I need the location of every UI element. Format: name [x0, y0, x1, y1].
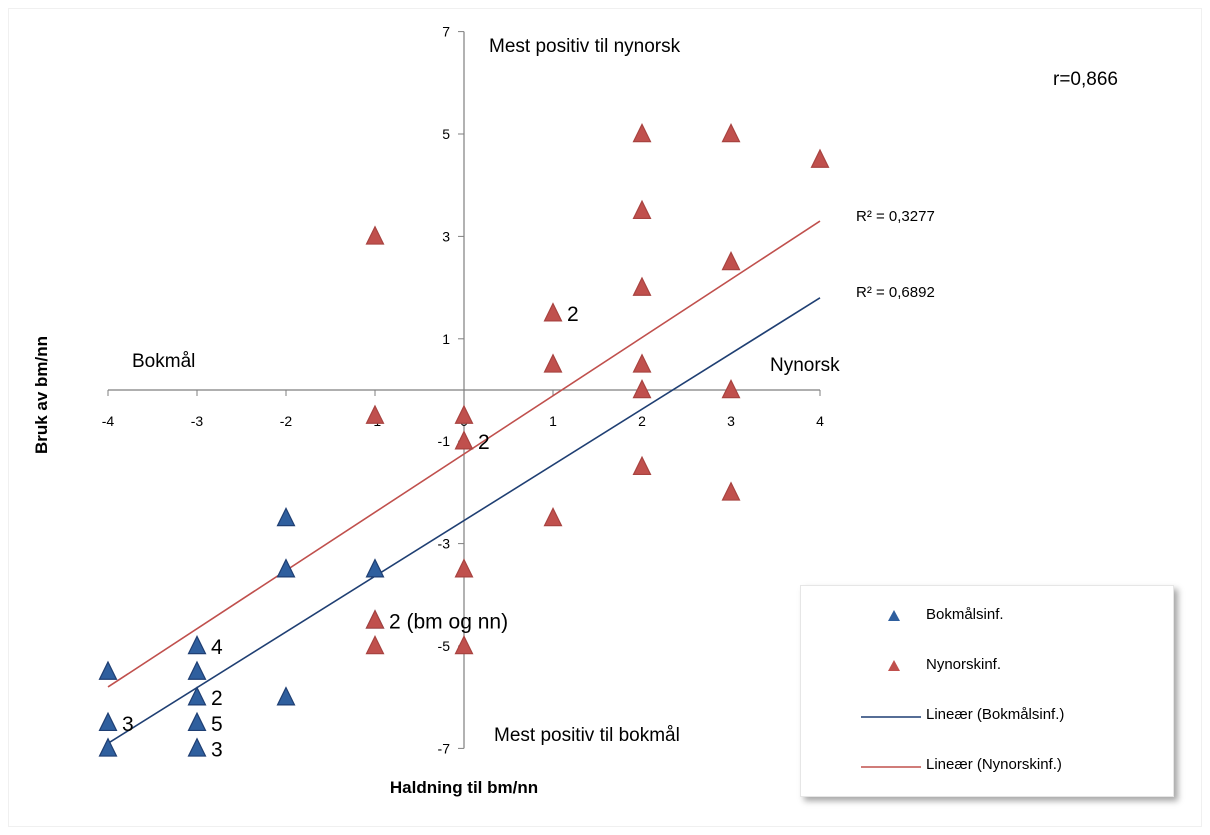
legend-label: Nynorskinf. — [926, 656, 1002, 673]
bokmal-point — [187, 686, 207, 706]
bokmal-point — [98, 737, 118, 757]
legend-item: Bokmålsinf. — [801, 596, 1173, 636]
trendline-nynorsk — [107, 220, 821, 688]
point-count-label: 2 — [567, 303, 579, 326]
nynorsk-point — [543, 302, 563, 322]
legend-line-marker — [861, 716, 921, 718]
bokmal-point — [187, 711, 207, 732]
bokmal-point — [98, 711, 118, 732]
bokmal-point — [365, 558, 385, 578]
nynorsk-point — [721, 481, 741, 501]
x-tick-label: 1 — [549, 413, 557, 429]
legend-label: Lineær (Bokmålsinf.) — [926, 706, 1065, 723]
x-tick-label: 3 — [727, 413, 735, 429]
nynorsk-point — [365, 609, 385, 629]
legend-triangle-marker — [888, 610, 900, 621]
nynorsk-point — [632, 455, 652, 476]
trendline-bokmal — [107, 297, 821, 744]
x-tick-label: 2 — [638, 413, 646, 429]
bokmal-point — [98, 660, 118, 680]
legend-item: Lineær (Bokmålsinf.) — [801, 696, 1173, 736]
legend-item: Lineær (Nynorskinf.) — [801, 746, 1173, 786]
legend-line-marker — [861, 766, 921, 768]
quadrant-label-bottom: Mest positiv til bokmål — [494, 725, 680, 746]
y-tick-label: -3 — [438, 536, 451, 552]
quadrant-label-top: Mest positiv til nynorsk — [489, 36, 681, 57]
nynorsk-point — [454, 634, 474, 655]
point-count-label: 2 — [478, 431, 490, 454]
x-tick-label: -3 — [191, 413, 204, 429]
x-axis-title: Haldning til bm/nn — [390, 778, 538, 797]
nynorsk-point — [365, 225, 385, 245]
nynorsk-point — [632, 353, 652, 373]
point-count-label: 3 — [122, 713, 134, 736]
correlation-label: r=0,866 — [1053, 69, 1118, 90]
nynorsk-point — [810, 148, 830, 168]
quadrant-label-right: Nynorsk — [770, 355, 840, 376]
y-tick-label: 3 — [442, 228, 450, 244]
nynorsk-point — [454, 430, 474, 450]
nynorsk-point — [365, 634, 385, 655]
nynorsk-point — [632, 276, 652, 296]
bokmal-point — [187, 660, 207, 680]
y-tick-label: -7 — [438, 740, 451, 756]
point-count-label: 2 — [211, 687, 223, 710]
point-count-label: 3 — [211, 738, 223, 761]
legend-triangle-marker — [888, 660, 900, 671]
y-tick-label: 5 — [442, 126, 450, 142]
legend-item: Nynorskinf. — [801, 646, 1173, 686]
bokmal-point — [276, 506, 296, 527]
legend-label: Lineær (Nynorskinf.) — [926, 756, 1062, 773]
y-tick-label: 7 — [442, 24, 450, 40]
x-tick-label: -4 — [102, 413, 115, 429]
nynorsk-point — [632, 122, 652, 143]
x-tick-label: 4 — [816, 413, 824, 429]
quadrant-label-left: Bokmål — [132, 351, 195, 372]
x-tick-label: -2 — [280, 413, 293, 429]
point-count-label: 4 — [211, 636, 223, 659]
bokmal-point — [187, 634, 207, 655]
r2-label-nynorsk: R² = 0,3277 — [856, 208, 935, 225]
nynorsk-point — [632, 199, 652, 220]
nynorsk-point — [721, 250, 741, 271]
nynorsk-point — [632, 378, 652, 399]
nynorsk-point — [454, 558, 474, 578]
y-axis-title: Bruk av bm/nn — [32, 336, 51, 454]
bokmal-point — [187, 737, 207, 757]
legend-label: Bokmålsinf. — [926, 606, 1004, 623]
r2-label-bokmal: R² = 0,6892 — [856, 284, 935, 301]
nynorsk-point — [543, 506, 563, 527]
legend-triangle — [888, 660, 900, 671]
legend-triangle — [888, 610, 900, 621]
bokmal-point — [276, 686, 296, 706]
legend: Bokmålsinf. Nynorskinf. Lineær (Bokmålsinf… — [800, 585, 1174, 797]
bokmal-point — [276, 558, 296, 578]
nynorsk-point — [454, 404, 474, 424]
y-tick-label: -5 — [438, 638, 451, 654]
y-tick-label: -1 — [438, 433, 451, 449]
nynorsk-point — [721, 378, 741, 399]
y-tick-label: 1 — [442, 331, 450, 347]
point-count-label: 2 (bm og nn) — [389, 610, 508, 633]
chart-frame — [8, 8, 1202, 827]
nynorsk-point — [543, 353, 563, 373]
point-count-label: 5 — [211, 713, 223, 736]
nynorsk-point — [365, 404, 385, 424]
nynorsk-point — [721, 122, 741, 143]
